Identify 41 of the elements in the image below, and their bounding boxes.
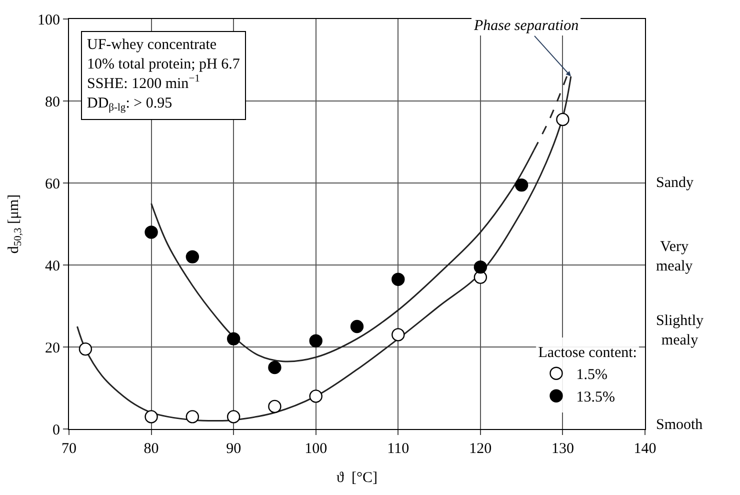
legend-label: 13.5% xyxy=(576,390,615,406)
point xyxy=(186,250,200,264)
text: UF-whey concentrate 10% total protein; pH 6.7 SSHE: 1200 min$^{−1}$ DD$_{β-lg}$: > 0.95 xyxy=(87,37,240,114)
point xyxy=(78,342,92,356)
text: Very mealy xyxy=(656,239,694,274)
point xyxy=(226,332,240,346)
point xyxy=(226,410,240,424)
x-tick-label: 90 xyxy=(226,441,242,457)
y-tick-label: 0 xyxy=(52,422,60,438)
legend-title: Lactose content: xyxy=(538,345,637,362)
y-tick-label: 40 xyxy=(45,258,60,274)
point xyxy=(392,328,405,342)
x-tick-label: 110 xyxy=(387,441,410,457)
point xyxy=(144,410,158,424)
x-tick-label: 80 xyxy=(144,441,159,457)
x-tick-label: 100 xyxy=(304,441,328,457)
point xyxy=(474,260,488,274)
point xyxy=(309,390,322,403)
x-axis-title: ϑ [°C] xyxy=(336,470,378,486)
point xyxy=(144,226,158,239)
text: Smooth xyxy=(656,417,704,433)
x-tick-label: 70 xyxy=(62,441,76,457)
point xyxy=(514,178,528,192)
legend-label: 1.5% xyxy=(576,367,608,384)
text: Slightly mealy xyxy=(656,313,704,348)
y-tick-label: 80 xyxy=(45,94,60,110)
y-tick-label: 60 xyxy=(45,176,60,192)
point xyxy=(392,272,405,286)
point xyxy=(556,112,570,126)
x-tick-label: 140 xyxy=(634,441,656,457)
point xyxy=(268,360,282,374)
y-tick-label: 100 xyxy=(38,12,60,28)
y-tick-label: 20 xyxy=(45,340,60,356)
point xyxy=(309,334,322,348)
point xyxy=(186,410,200,424)
point xyxy=(350,320,364,334)
x-tick-label: 120 xyxy=(469,441,492,457)
point xyxy=(268,400,282,414)
text: Sandy xyxy=(656,175,694,191)
x-tick-label: 130 xyxy=(551,441,574,457)
annotation: Phase separation xyxy=(473,18,579,34)
